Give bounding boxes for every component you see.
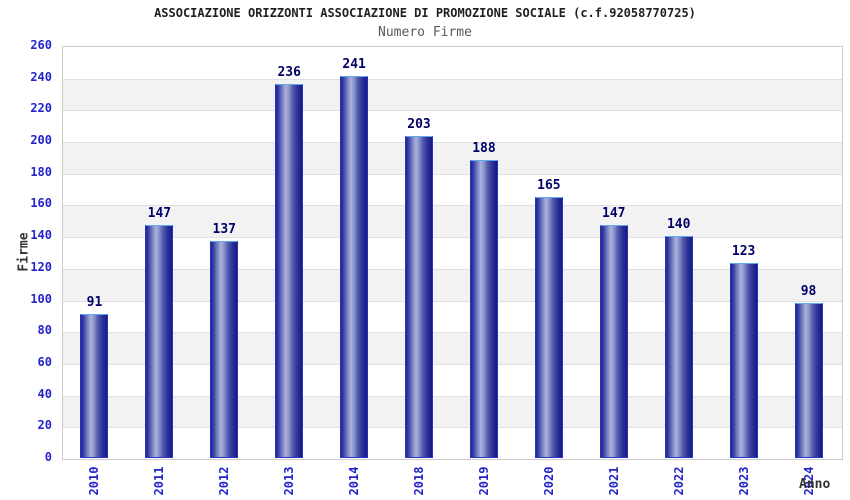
y-tick-120: 120 xyxy=(30,259,52,274)
x-axis-title: Anno xyxy=(799,477,831,492)
x-tick-2013: 2013 xyxy=(282,466,297,496)
x-tick-2011: 2011 xyxy=(152,466,167,496)
bar-value-2019: 188 xyxy=(472,141,496,157)
bar-2018 xyxy=(405,136,434,458)
chart-subtitle: Numero Firme xyxy=(378,25,472,40)
plot-band xyxy=(63,300,842,333)
plot-band xyxy=(63,47,842,79)
x-tick-2019: 2019 xyxy=(476,466,491,496)
x-tick-2012: 2012 xyxy=(217,466,232,496)
bar-value-2018: 203 xyxy=(407,117,431,133)
bar-2014 xyxy=(340,76,369,458)
bar-value-2013: 236 xyxy=(277,65,301,81)
bar-value-2012: 137 xyxy=(212,221,237,237)
x-tick-2020: 2020 xyxy=(541,466,556,496)
x-tick-2014: 2014 xyxy=(347,466,362,496)
plot-band xyxy=(63,110,842,142)
bar-value-2024: 98 xyxy=(800,283,817,299)
plot-area xyxy=(62,46,843,460)
y-tick-220: 220 xyxy=(30,101,52,116)
y-tick-20: 20 xyxy=(37,418,52,433)
chart-title: ASSOCIAZIONE ORIZZONTI ASSOCIAZIONE DI P… xyxy=(154,6,696,20)
plot-band xyxy=(63,78,842,111)
plot-band xyxy=(63,205,842,238)
x-tick-2023: 2023 xyxy=(736,466,751,496)
bar-2024 xyxy=(794,302,823,458)
y-tick-60: 60 xyxy=(37,354,52,369)
plot-band xyxy=(63,363,842,396)
bar-2013 xyxy=(275,84,304,458)
bar-2023 xyxy=(729,263,758,458)
bar-value-2022: 140 xyxy=(666,217,691,233)
plot-band xyxy=(63,142,842,174)
bar-value-2020: 165 xyxy=(537,177,561,193)
y-tick-140: 140 xyxy=(30,228,52,243)
bar-value-2014: 241 xyxy=(342,57,366,73)
bar-2019 xyxy=(469,160,498,458)
y-tick-240: 240 xyxy=(30,69,52,84)
x-tick-2010: 2010 xyxy=(87,466,102,496)
plot-band xyxy=(63,173,842,206)
bar-2021 xyxy=(599,225,628,458)
y-tick-200: 200 xyxy=(30,133,52,148)
y-tick-40: 40 xyxy=(37,386,52,401)
x-tick-2021: 2021 xyxy=(606,466,621,496)
plot-band xyxy=(63,268,842,301)
x-tick-2018: 2018 xyxy=(412,466,427,496)
y-tick-0: 0 xyxy=(44,450,52,464)
y-tick-80: 80 xyxy=(37,323,52,338)
y-tick-160: 160 xyxy=(30,196,52,211)
bar-2022 xyxy=(664,236,693,458)
bar-2011 xyxy=(145,225,174,458)
y-tick-180: 180 xyxy=(30,164,52,179)
bar-value-2011: 147 xyxy=(147,206,172,222)
plot-band xyxy=(63,332,842,364)
bar-value-2023: 123 xyxy=(731,244,756,260)
bar-2010 xyxy=(80,313,109,458)
bar-value-2021: 147 xyxy=(602,206,626,222)
bar-2020 xyxy=(534,196,563,458)
x-tick-2022: 2022 xyxy=(671,466,686,496)
bar-2012 xyxy=(210,240,239,458)
y-tick-100: 100 xyxy=(30,291,52,306)
y-axis-title: Firme xyxy=(16,232,32,272)
y-tick-260: 260 xyxy=(30,38,52,52)
plot-band xyxy=(63,395,842,428)
plot-band xyxy=(63,237,842,269)
plot-band xyxy=(63,427,842,459)
bar-value-2010: 91 xyxy=(86,294,103,310)
